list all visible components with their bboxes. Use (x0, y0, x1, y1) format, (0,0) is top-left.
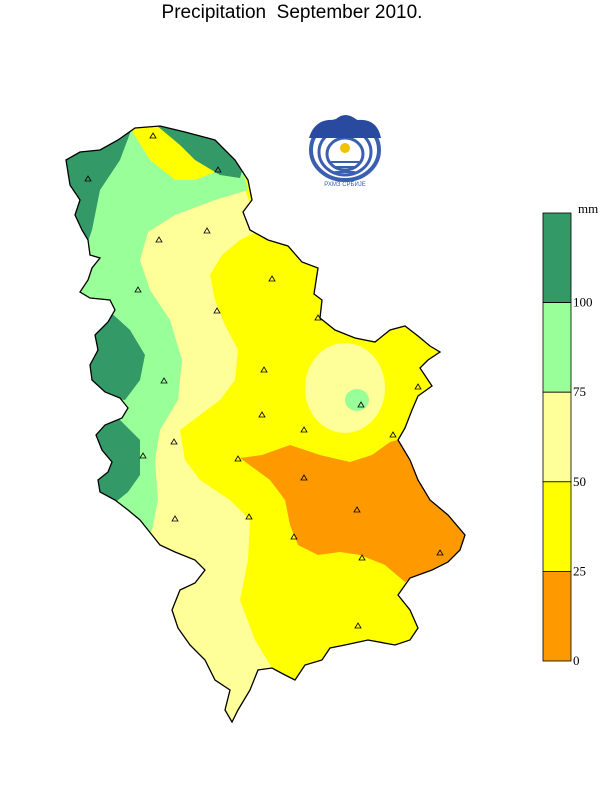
station-marker (300, 474, 308, 481)
station-marker (358, 554, 366, 561)
station-marker (300, 426, 308, 433)
station-marker (214, 166, 222, 173)
station-marker (170, 438, 178, 445)
legend-tick-label: 75 (573, 384, 586, 399)
station-marker (268, 275, 276, 282)
legend-swatch (542, 481, 572, 572)
legend-swatch (542, 571, 572, 662)
legend-tick-label: 0 (573, 653, 580, 668)
legend-tick-label: 25 (573, 563, 586, 578)
station-marker (160, 377, 168, 384)
legend-unit: mm (578, 201, 598, 216)
station-markers (84, 132, 444, 629)
legend-tick-label: 100 (573, 295, 593, 310)
station-marker (155, 236, 163, 243)
station-marker (314, 314, 322, 321)
legend-swatch (542, 212, 572, 303)
legend-swatch (542, 302, 572, 393)
rhmz-logo: РХМЗ СРБИЈЕ (309, 115, 381, 188)
station-marker (149, 132, 157, 139)
logo-lettering: РХМЗ СРБИЈЕ (324, 182, 366, 188)
zone-50-75-east (305, 343, 385, 433)
station-marker (290, 533, 298, 540)
station-marker (357, 401, 365, 408)
station-marker (134, 286, 142, 293)
station-marker (353, 506, 361, 513)
station-marker (203, 227, 211, 234)
legend-tick-label: 50 (573, 474, 586, 489)
station-marker (389, 431, 397, 438)
station-marker (171, 515, 179, 522)
map-title: Precipitation September 2010. (161, 2, 423, 23)
station-marker (258, 411, 266, 418)
station-marker (260, 366, 268, 373)
station-marker (213, 307, 221, 314)
station-marker (234, 455, 242, 462)
station-marker (436, 549, 444, 556)
station-marker (245, 513, 253, 520)
station-marker (414, 383, 422, 390)
legend-swatch (542, 391, 572, 483)
station-marker (84, 175, 92, 182)
legend-color-bar (542, 212, 572, 662)
legend-tick-labels: 100 75 50 25 0 (573, 295, 593, 668)
station-marker (139, 452, 147, 459)
station-marker (354, 622, 362, 629)
